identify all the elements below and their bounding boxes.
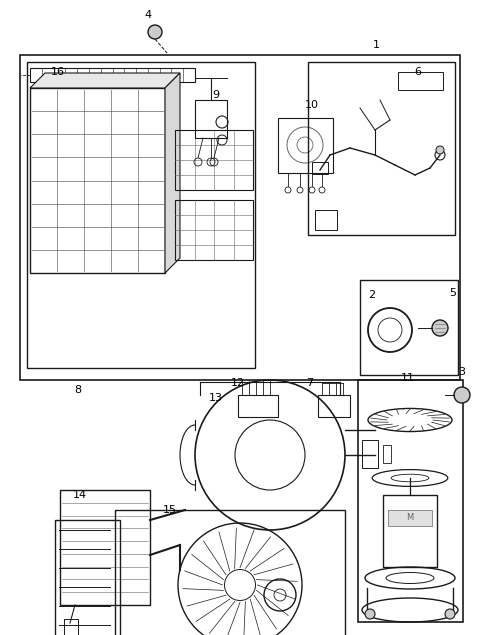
Text: 14: 14 <box>73 490 87 500</box>
Text: 16: 16 <box>51 67 65 77</box>
Bar <box>27 62 255 368</box>
Bar <box>195 100 227 138</box>
Text: 12: 12 <box>231 378 245 388</box>
Bar <box>383 445 391 463</box>
Text: M: M <box>407 514 414 523</box>
Circle shape <box>436 146 444 154</box>
Text: 1: 1 <box>372 40 380 50</box>
Circle shape <box>432 320 448 336</box>
Text: 7: 7 <box>306 378 313 388</box>
Bar <box>362 440 378 468</box>
Bar <box>55 520 120 635</box>
Circle shape <box>445 609 455 619</box>
Text: 3: 3 <box>458 367 466 377</box>
Bar <box>30 68 195 82</box>
Bar <box>318 395 350 417</box>
Bar <box>175 130 253 190</box>
Bar <box>30 88 165 273</box>
Bar <box>308 62 455 235</box>
Bar <box>315 210 337 230</box>
Bar <box>20 55 460 380</box>
Bar <box>238 395 278 417</box>
Text: 5: 5 <box>449 288 456 298</box>
Text: 2: 2 <box>369 290 375 300</box>
Text: 13: 13 <box>209 393 223 403</box>
Bar <box>360 280 458 375</box>
Text: 11: 11 <box>401 373 415 383</box>
Bar <box>312 162 328 174</box>
Text: 9: 9 <box>213 90 219 100</box>
Bar <box>115 510 345 635</box>
Text: 4: 4 <box>144 10 152 20</box>
Bar <box>388 510 432 526</box>
Circle shape <box>148 25 162 39</box>
Circle shape <box>454 387 470 403</box>
Text: 15: 15 <box>163 505 177 515</box>
Bar <box>60 490 150 605</box>
Bar <box>383 495 437 567</box>
Bar <box>64 619 78 635</box>
Text: 10: 10 <box>305 100 319 110</box>
Polygon shape <box>165 73 180 273</box>
Bar <box>398 72 443 90</box>
Bar <box>358 380 463 622</box>
Bar <box>175 200 253 260</box>
Bar <box>278 118 333 173</box>
Polygon shape <box>30 73 180 88</box>
Text: 8: 8 <box>74 385 82 395</box>
Circle shape <box>365 609 375 619</box>
Text: 6: 6 <box>415 67 421 77</box>
